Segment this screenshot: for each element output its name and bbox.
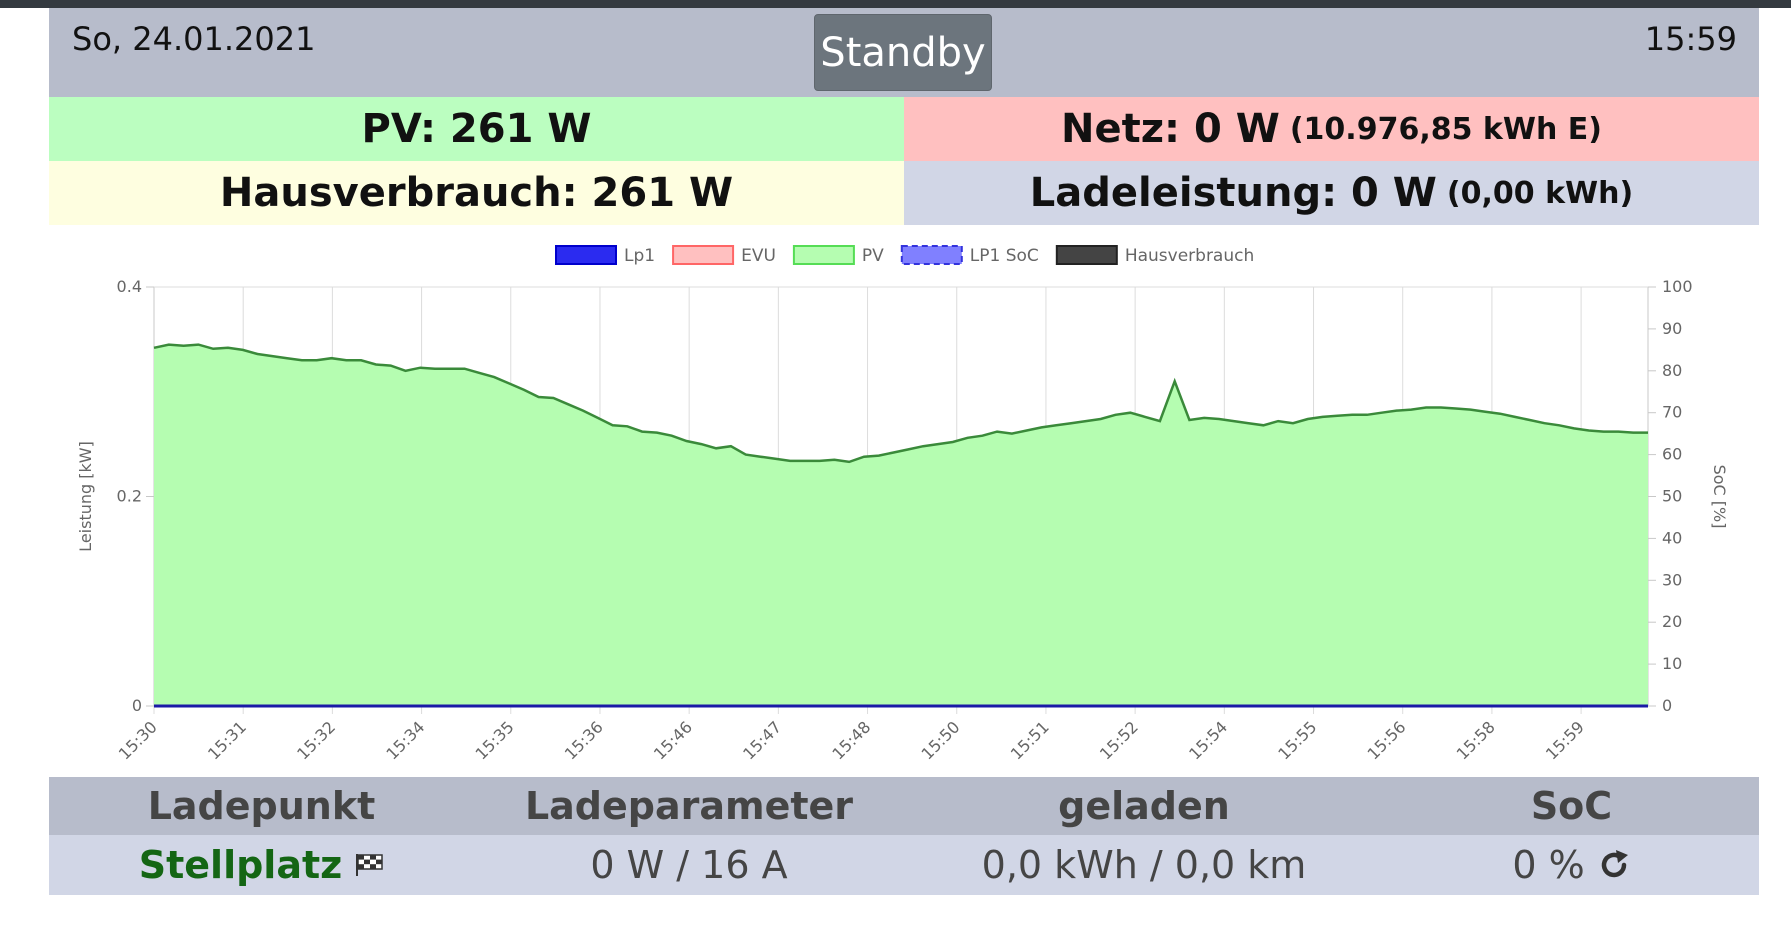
legend-swatch <box>555 245 617 265</box>
pv-line <box>153 343 1648 464</box>
legend-label: Hausverbrauch <box>1125 246 1254 266</box>
header-soc: SoC <box>1530 784 1613 828</box>
y-axis-title-right: SoC [%] <box>1710 465 1729 529</box>
header-ladepunkt: Ladepunkt <box>147 784 376 828</box>
pv-tile: PV: 261 W <box>49 97 904 161</box>
legend-swatch <box>672 245 735 265</box>
header-date: So, 24.01.2021 <box>72 20 316 58</box>
netz-label: Netz: 0 W <box>1061 106 1280 152</box>
ladeleistung-energy: (0,00 kWh) <box>1446 175 1634 211</box>
chargepoint-soc: 0 % <box>1512 843 1585 887</box>
y-tick-label-right: 30 <box>1662 570 1682 589</box>
chargepoint-params: 0 W / 16 A <box>590 843 788 887</box>
x-tick-label: 15:54 <box>1185 717 1231 763</box>
chargepoint-name[interactable]: Stellplatz <box>138 843 343 887</box>
checkered-flag-icon <box>356 854 383 876</box>
legend-label: LP1 SoC <box>970 246 1039 266</box>
x-tick-label: 15:48 <box>828 717 874 763</box>
legend-label: PV <box>862 246 884 266</box>
x-tick-label: 15:50 <box>918 717 964 763</box>
hausverbrauch-label: Hausverbrauch: 261 W <box>219 170 734 216</box>
chargepoint-name-cell[interactable]: Stellplatz <box>49 835 474 895</box>
x-tick-label: 15:46 <box>650 717 696 763</box>
power-chart[interactable]: 15:30 15:31 15:32 15:34 15:35 15:36 15:46 15:47… <box>49 240 1759 775</box>
netz-tile: Netz: 0 W (10.976,85 kWh E) <box>904 97 1759 161</box>
header-geladen: geladen <box>1058 784 1230 828</box>
chargepoint-row: Stellplatz 0 W / 16 A 0,0 kWh / 0,0 km 0… <box>49 835 1759 895</box>
y-tick-label-left: 0 <box>132 696 142 715</box>
legend-swatch <box>792 245 855 265</box>
pv-label: PV: 261 W <box>361 106 592 152</box>
y-tick-label-right: 20 <box>1662 612 1682 631</box>
y-tick-label-left: 0.2 <box>117 487 142 506</box>
x-tick-label: 15:30 <box>115 717 161 763</box>
y-tick-label-left: 0.4 <box>117 277 142 296</box>
x-tick-label: 15:51 <box>1007 717 1053 763</box>
header-ladeparameter: Ladeparameter <box>524 784 854 828</box>
x-tick-label: 15:36 <box>561 717 607 763</box>
x-tick-label: 15:32 <box>293 717 339 763</box>
x-tick-label: 15:55 <box>1274 717 1320 763</box>
top-strip <box>0 0 1791 8</box>
chargepoint-charged: 0,0 kWh / 0,0 km <box>981 843 1307 887</box>
refresh-icon[interactable] <box>1597 848 1631 882</box>
netz-energy: (10.976,85 kWh E) <box>1289 111 1602 147</box>
y-tick-label-right: 0 <box>1662 696 1672 715</box>
y-tick-label-right: 70 <box>1662 403 1682 422</box>
y-tick-label-right: 50 <box>1662 487 1682 506</box>
header-bar: So, 24.01.2021 Standby 15:59 <box>49 8 1759 97</box>
chart-svg: 15:30 15:31 15:32 15:34 15:35 15:36 15:46 15:47… <box>76 245 1729 763</box>
mode-standby-button[interactable]: Standby <box>814 14 992 91</box>
y-tick-label-right: 10 <box>1662 654 1682 673</box>
chargepoint-table-header: Ladepunkt Ladeparameter geladen SoC <box>49 777 1759 835</box>
x-tick-label: 15:56 <box>1364 717 1410 763</box>
legend-label: Lp1 <box>624 246 655 266</box>
legend-swatch <box>900 245 963 265</box>
y-tick-label-right: 80 <box>1662 361 1682 380</box>
y-tick-label-right: 60 <box>1662 445 1682 464</box>
x-tick-label: 15:58 <box>1453 717 1499 763</box>
legend-swatch <box>1055 245 1118 265</box>
y-tick-label-right: 100 <box>1662 277 1693 296</box>
x-tick-label: 15:52 <box>1096 717 1142 763</box>
ladeleistung-tile: Ladeleistung: 0 W (0,00 kWh) <box>904 161 1759 225</box>
chargepoint-soc-cell: 0 % <box>1384 835 1759 895</box>
x-tick-label: 15:59 <box>1542 717 1588 763</box>
y-tick-label-right: 90 <box>1662 319 1682 338</box>
hausverbrauch-tile: Hausverbrauch: 261 W <box>49 161 904 225</box>
x-tick-label: 15:35 <box>472 717 518 763</box>
y-tick-label-right: 40 <box>1662 528 1682 547</box>
x-tick-label: 15:47 <box>739 717 785 763</box>
header-time: 15:59 <box>1644 20 1737 58</box>
x-tick-label: 15:31 <box>204 717 250 763</box>
legend-label: EVU <box>741 246 776 266</box>
ladeleistung-label: Ladeleistung: 0 W <box>1029 170 1437 216</box>
x-tick-label: 15:34 <box>382 717 428 763</box>
pv-area <box>154 344 1648 706</box>
y-axis-title-left: Leistung [kW] <box>76 441 95 552</box>
